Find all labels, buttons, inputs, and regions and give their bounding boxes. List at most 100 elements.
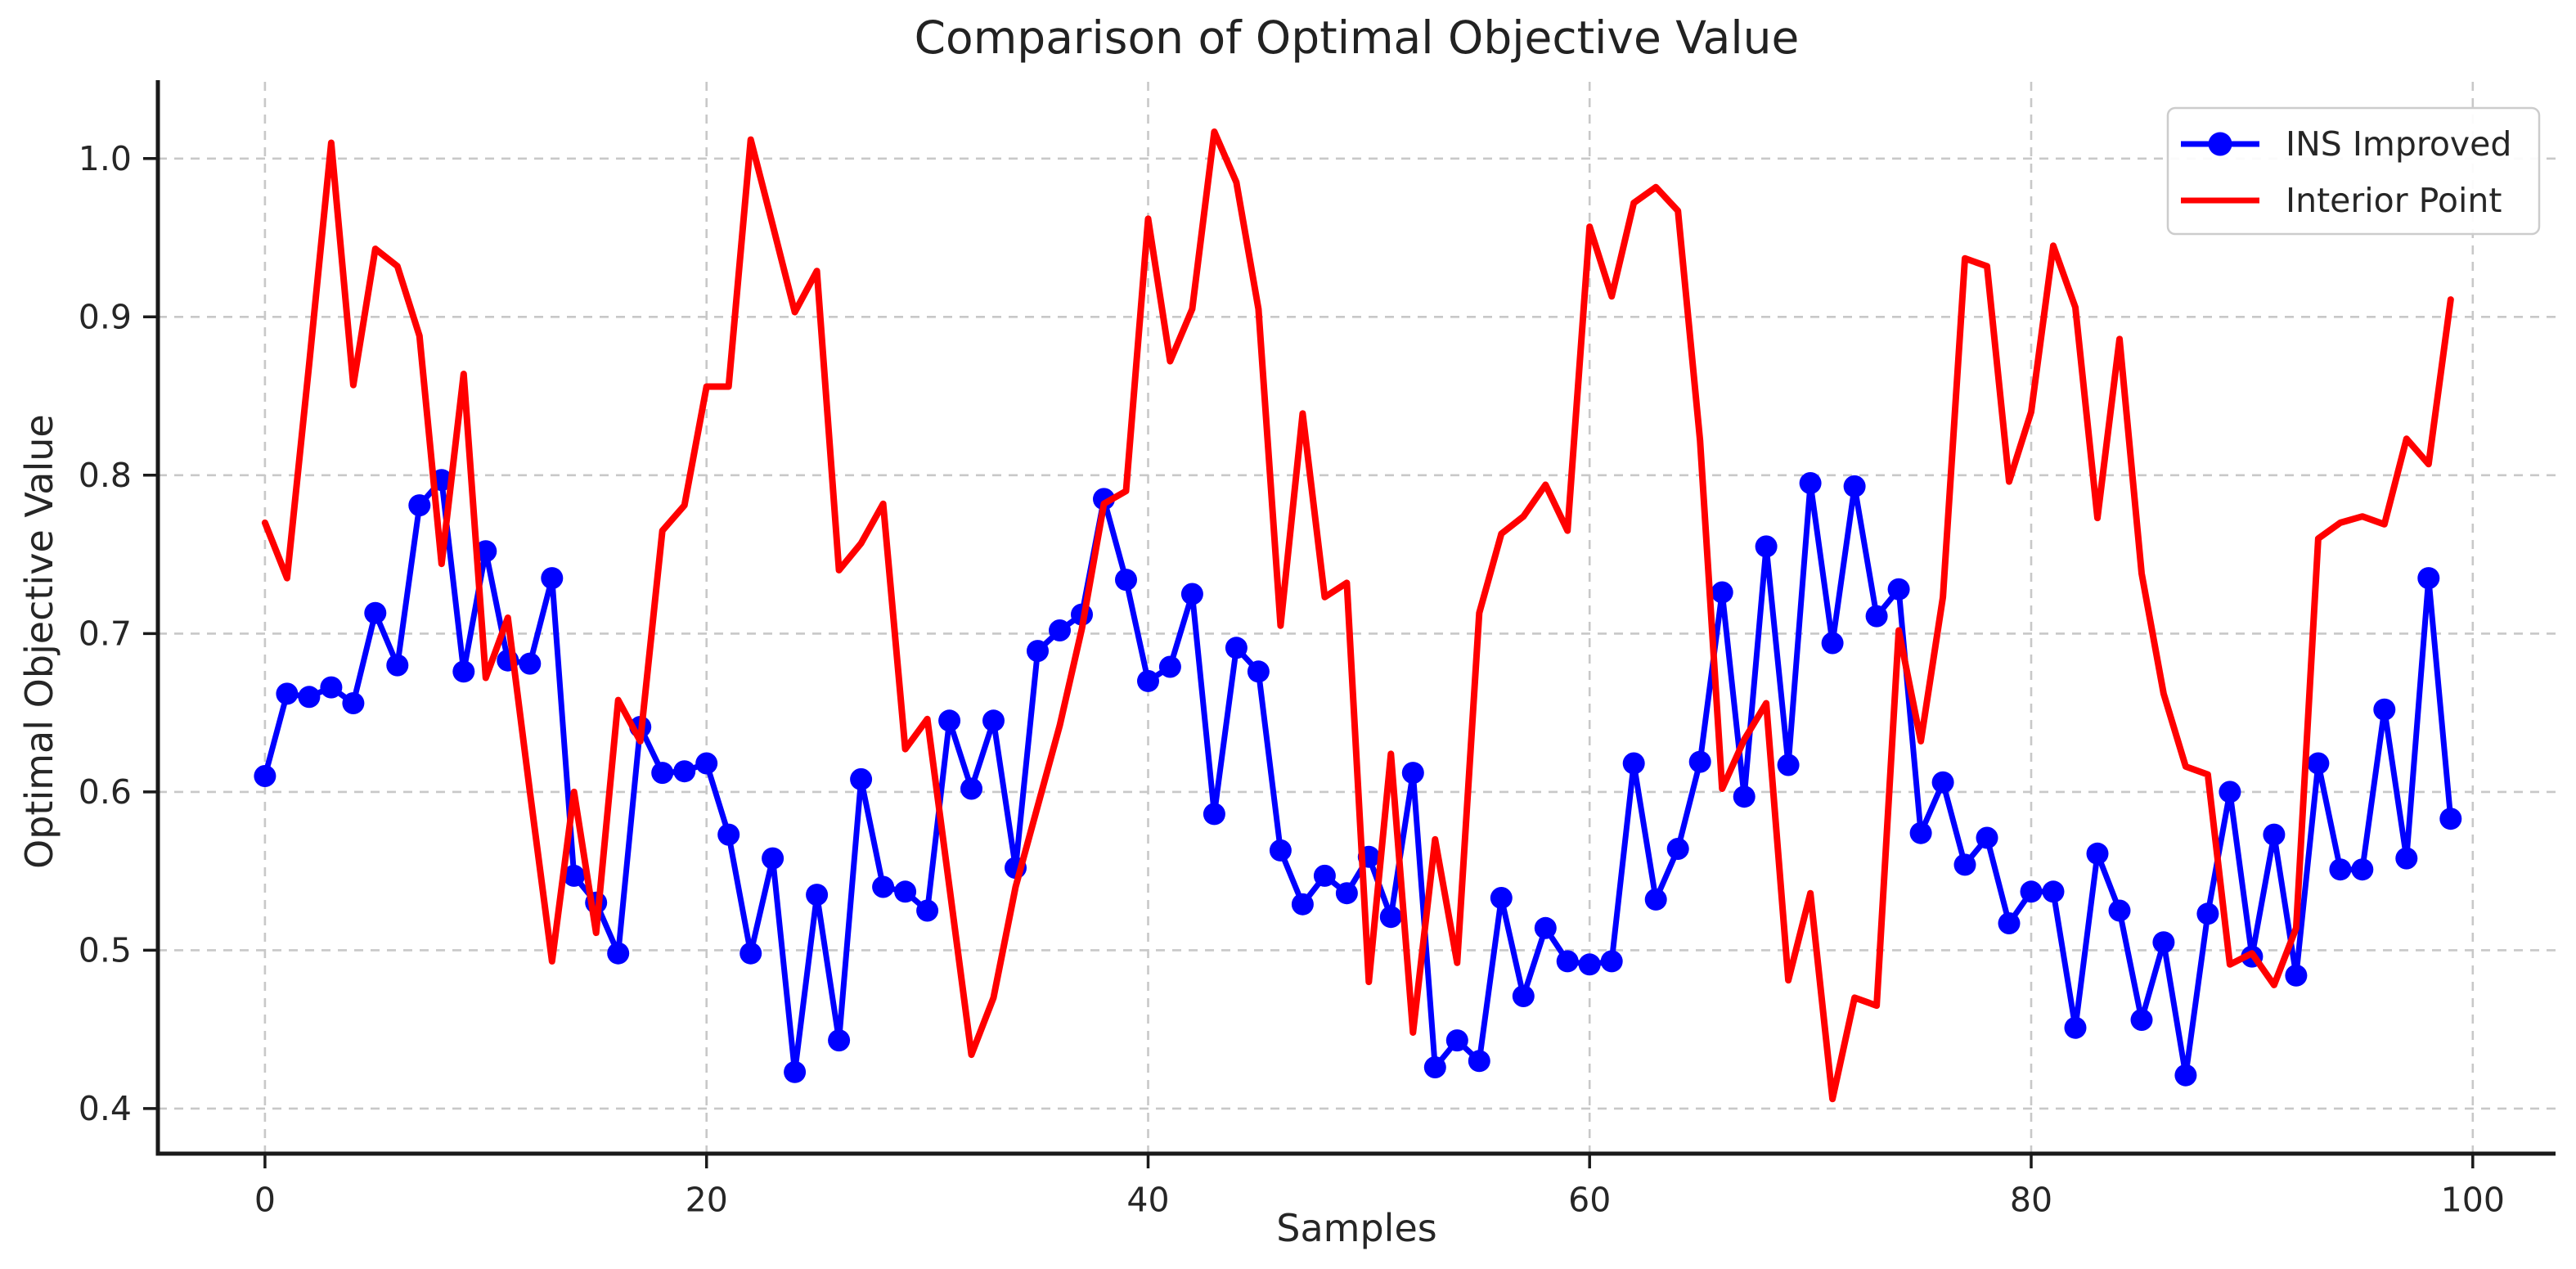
axes: 0 20 40 60 80 100 0.4 0.5 0.6 0.7 0.8 0.9 1.0 bbox=[79, 80, 2556, 1219]
series-interior-point bbox=[261, 128, 2454, 1103]
data-point-marker bbox=[2152, 931, 2175, 954]
data-point-marker bbox=[2219, 781, 2241, 803]
data-point-marker bbox=[607, 942, 630, 965]
data-point-marker bbox=[1821, 632, 1844, 655]
data-point-marker bbox=[960, 777, 982, 800]
legend-marker-icon bbox=[2208, 132, 2232, 156]
data-point-marker bbox=[2329, 858, 2352, 881]
data-point-marker bbox=[784, 1060, 807, 1083]
data-point-marker bbox=[254, 765, 276, 787]
data-point-marker bbox=[1777, 754, 1800, 776]
data-point-marker bbox=[1512, 985, 1535, 1007]
data-point-marker bbox=[1556, 950, 1579, 973]
data-point-marker bbox=[1137, 669, 1159, 692]
data-point-marker bbox=[1843, 475, 1866, 497]
data-point-marker bbox=[276, 682, 299, 705]
data-point-marker bbox=[1976, 826, 1998, 849]
y-tick-label: 0.9 bbox=[79, 297, 132, 336]
data-point-marker bbox=[850, 767, 873, 790]
data-point-marker bbox=[2395, 847, 2418, 870]
data-point-marker bbox=[1335, 882, 1358, 905]
data-point-marker bbox=[2042, 880, 2065, 903]
data-point-marker bbox=[1093, 488, 1115, 511]
data-point-marker bbox=[1931, 771, 1954, 794]
data-point-marker bbox=[1401, 762, 1424, 785]
data-point-marker bbox=[342, 692, 365, 714]
y-tick-label: 1.0 bbox=[79, 139, 132, 178]
data-point-marker bbox=[982, 709, 1005, 732]
chart-title: Comparison of Optimal Objective Value bbox=[914, 11, 1800, 64]
x-tick-label: 20 bbox=[686, 1180, 728, 1219]
series-ins-improved bbox=[254, 469, 2462, 1087]
x-tick-label: 60 bbox=[1568, 1180, 1611, 1219]
data-point-marker bbox=[1600, 950, 1623, 973]
data-point-marker bbox=[2351, 858, 2374, 881]
data-point-marker bbox=[1291, 893, 1314, 916]
data-point-marker bbox=[1711, 581, 1733, 604]
data-point-marker bbox=[717, 823, 740, 846]
data-point-marker bbox=[1622, 752, 1645, 775]
data-point-marker bbox=[872, 875, 895, 898]
legend-label: INS Improved bbox=[2286, 124, 2511, 164]
y-tick-label: 0.8 bbox=[79, 456, 132, 495]
data-point-marker bbox=[1666, 838, 1689, 860]
x-tick-label: 80 bbox=[2010, 1180, 2052, 1219]
data-point-marker bbox=[1269, 839, 1292, 862]
data-point-marker bbox=[1755, 535, 1778, 558]
legend-label: Interior Point bbox=[2286, 181, 2502, 220]
data-point-marker bbox=[1578, 953, 1601, 976]
data-point-marker bbox=[298, 686, 321, 709]
series-line-ins-improved bbox=[262, 477, 2454, 1078]
x-axis-label: Samples bbox=[1276, 1206, 1437, 1250]
data-point-marker bbox=[2439, 808, 2462, 830]
x-tick-label: 40 bbox=[1126, 1180, 1169, 1219]
data-point-marker bbox=[1158, 655, 1181, 678]
data-point-marker bbox=[1445, 1029, 1468, 1052]
x-tick-label: 0 bbox=[254, 1180, 276, 1219]
data-point-marker bbox=[1247, 660, 1270, 683]
x-tick-label: 100 bbox=[2441, 1180, 2505, 1219]
data-point-marker bbox=[1688, 750, 1711, 773]
data-point-marker bbox=[2263, 823, 2286, 846]
data-point-marker bbox=[938, 709, 961, 732]
data-point-marker bbox=[2307, 752, 2330, 775]
data-point-marker bbox=[1423, 1056, 1446, 1078]
data-point-marker bbox=[1953, 853, 1976, 876]
data-point-marker bbox=[2196, 902, 2219, 925]
data-point-marker bbox=[1468, 1050, 1490, 1073]
data-point-marker bbox=[320, 676, 343, 699]
data-point-marker bbox=[1534, 916, 1557, 939]
data-point-marker bbox=[2064, 1016, 2087, 1039]
data-point-marker bbox=[2086, 842, 2109, 865]
data-point-marker bbox=[740, 942, 762, 965]
data-point-marker bbox=[1203, 803, 1225, 826]
data-point-marker bbox=[408, 494, 431, 517]
data-point-marker bbox=[651, 762, 674, 785]
legend: INS Improved Interior Point bbox=[2166, 106, 2541, 236]
data-point-marker bbox=[1998, 912, 2021, 934]
data-point-marker bbox=[1733, 785, 1756, 808]
data-point-marker bbox=[452, 660, 475, 683]
data-point-marker bbox=[364, 601, 387, 624]
data-point-marker bbox=[1865, 605, 1888, 628]
series-line-interior-point bbox=[261, 128, 2454, 1103]
data-point-marker bbox=[1049, 619, 1071, 641]
data-point-marker bbox=[2285, 964, 2308, 987]
data-point-marker bbox=[828, 1029, 851, 1052]
y-tick-label: 0.5 bbox=[79, 930, 132, 970]
data-point-marker bbox=[762, 847, 784, 870]
data-point-marker bbox=[563, 864, 586, 887]
y-tick-label: 0.6 bbox=[79, 772, 132, 812]
data-point-marker bbox=[1115, 569, 1137, 592]
data-point-marker bbox=[1490, 887, 1513, 909]
data-point-marker bbox=[2020, 880, 2043, 903]
data-point-marker bbox=[1180, 583, 1203, 605]
data-point-marker bbox=[894, 880, 917, 903]
data-point-marker bbox=[2373, 698, 2396, 721]
data-point-marker bbox=[386, 654, 409, 677]
data-point-marker bbox=[695, 752, 718, 775]
data-point-marker bbox=[541, 567, 564, 590]
data-point-marker bbox=[2108, 899, 2131, 922]
data-point-marker bbox=[1644, 888, 1667, 911]
